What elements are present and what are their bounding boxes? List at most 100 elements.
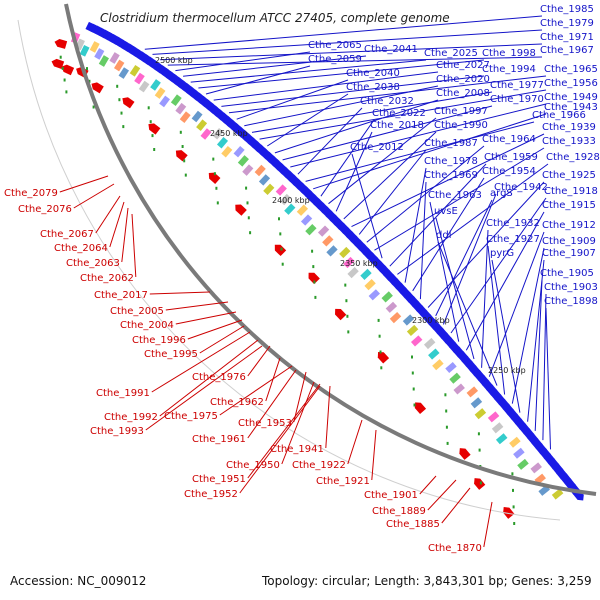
cog-tile xyxy=(114,59,125,72)
cog-tile xyxy=(385,301,398,313)
gc-mark xyxy=(216,201,219,205)
gene-label: Cthe_1985 xyxy=(540,4,594,15)
leader-line xyxy=(450,197,547,334)
gene-label: Cthe_1995 xyxy=(144,349,198,360)
cog-tile xyxy=(322,235,334,247)
gene-label: Cthe_1954 xyxy=(482,166,536,177)
map-title: Clostridium thermocellum ATCC 27405, com… xyxy=(100,11,450,25)
gene-label: Cthe_1996 xyxy=(132,335,186,346)
cog-tile xyxy=(389,312,402,324)
cog-tile xyxy=(200,128,212,140)
leader-line xyxy=(412,177,485,292)
gene-label: Cthe_1994 xyxy=(482,64,536,75)
gene-label: Cthe_1942 xyxy=(494,182,548,193)
gc-mark xyxy=(477,432,480,436)
leader-line xyxy=(343,131,437,220)
gene-label: Cthe_1898 xyxy=(544,296,598,307)
leader-line xyxy=(213,71,439,101)
gc-mark xyxy=(346,314,349,318)
gene-label: Cthe_2040 xyxy=(346,68,400,79)
gene-label: Cthe_1971 xyxy=(540,32,594,43)
gc-mark xyxy=(181,145,184,148)
cog-tile xyxy=(466,386,479,398)
gene-arrow xyxy=(91,82,104,94)
leader-line xyxy=(187,319,243,340)
gene-arrow xyxy=(235,204,247,216)
gc-mark xyxy=(411,371,414,375)
gene-arrow xyxy=(54,39,68,49)
gene-label: Cthe_1932 xyxy=(486,218,540,229)
gene-label: Cthe_1969 xyxy=(424,170,478,181)
gc-mark xyxy=(512,488,514,492)
gene-label: Cthe_1889 xyxy=(372,506,426,517)
gene-label: Cthe_1870 xyxy=(428,543,482,554)
cog-tile xyxy=(551,488,564,500)
gene-label: Cthe_1949 xyxy=(544,92,598,103)
gc-mark xyxy=(379,350,382,354)
cog-tile xyxy=(339,246,351,259)
cog-tile xyxy=(79,44,90,57)
cog-tile xyxy=(237,155,249,167)
cog-tile xyxy=(364,278,376,291)
gene-label: Cthe_1978 xyxy=(424,156,478,167)
kbp-label: 2350 kbp xyxy=(340,259,378,268)
gene-arrow xyxy=(503,507,515,519)
cog-tile xyxy=(360,268,372,281)
kbp-label: 2400 kbp xyxy=(272,196,310,205)
gene-label: Cthe_2038 xyxy=(346,82,400,93)
gene-label: Cthe_1901 xyxy=(364,490,418,501)
leader-line xyxy=(435,199,493,317)
leader-line xyxy=(511,247,545,404)
gc-mark xyxy=(478,448,481,452)
leader-line xyxy=(389,163,487,267)
gc-mark xyxy=(413,403,416,407)
gene-label: Cthe_2064 xyxy=(54,243,108,254)
forward-label-leaders xyxy=(144,15,551,450)
leader-line xyxy=(404,167,427,283)
gene-arrow xyxy=(459,448,471,460)
leader-line xyxy=(335,131,373,212)
leader-line xyxy=(419,475,437,495)
cog-tile xyxy=(491,422,504,434)
gene-arrow xyxy=(208,172,221,184)
gene-label: Cthe_1922 xyxy=(292,460,346,471)
leader-line xyxy=(437,241,498,386)
gc-mark xyxy=(446,441,449,445)
genome-summary-text: Topology: circular; Length: 3,843,301 bp… xyxy=(262,574,592,588)
kbp-label: 2300 kbp xyxy=(412,316,450,325)
leader-line xyxy=(542,293,547,441)
reverse-label-leaders xyxy=(59,175,493,548)
gc-mark xyxy=(445,409,448,413)
cog-tile xyxy=(432,359,444,371)
leader-line xyxy=(190,59,427,83)
leader-line xyxy=(121,207,129,263)
leader-line xyxy=(297,107,363,175)
leader-line xyxy=(491,259,521,413)
cog-tile xyxy=(98,55,110,67)
gene-label: Cthe_1952 xyxy=(184,489,238,500)
gc-mark xyxy=(249,231,252,235)
gene-label: Cthe_2059 xyxy=(308,54,362,65)
cog-tile xyxy=(129,64,141,77)
gc-mark xyxy=(88,79,91,83)
gc-mark xyxy=(513,522,516,525)
gc-mark xyxy=(247,216,250,220)
leader-line xyxy=(59,175,109,193)
leader-line xyxy=(267,93,349,147)
leader-line xyxy=(219,365,293,416)
leader-line xyxy=(183,55,367,77)
gc-mark xyxy=(149,120,152,124)
gc-mark xyxy=(183,159,186,163)
gc-mark xyxy=(278,217,280,221)
gc-mark xyxy=(479,481,482,485)
gene-arrow xyxy=(414,402,427,415)
leader-line xyxy=(175,51,311,72)
cog-tile xyxy=(242,164,254,176)
leader-line xyxy=(228,75,547,114)
cog-tile xyxy=(170,94,182,106)
leader-line xyxy=(534,279,543,431)
cog-tile xyxy=(284,203,296,215)
gene-label: Cthe_2041 xyxy=(364,44,418,55)
gene-label: Cthe_1907 xyxy=(542,248,596,259)
cog-tile xyxy=(347,266,359,279)
